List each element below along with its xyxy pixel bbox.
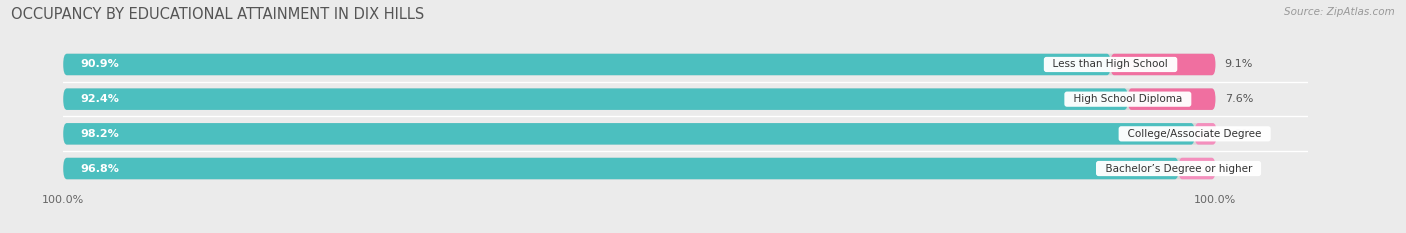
- FancyBboxPatch shape: [1128, 88, 1215, 110]
- FancyBboxPatch shape: [63, 54, 1111, 75]
- Text: 90.9%: 90.9%: [80, 59, 120, 69]
- Text: Bachelor’s Degree or higher: Bachelor’s Degree or higher: [1098, 164, 1258, 174]
- Text: OCCUPANCY BY EDUCATIONAL ATTAINMENT IN DIX HILLS: OCCUPANCY BY EDUCATIONAL ATTAINMENT IN D…: [11, 7, 425, 22]
- Text: Source: ZipAtlas.com: Source: ZipAtlas.com: [1284, 7, 1395, 17]
- FancyBboxPatch shape: [1111, 54, 1215, 75]
- FancyBboxPatch shape: [63, 158, 1178, 179]
- Text: 98.2%: 98.2%: [80, 129, 120, 139]
- FancyBboxPatch shape: [63, 123, 1195, 145]
- Text: Less than High School: Less than High School: [1046, 59, 1174, 69]
- FancyBboxPatch shape: [1195, 123, 1216, 145]
- FancyBboxPatch shape: [63, 88, 1215, 110]
- Text: College/Associate Degree: College/Associate Degree: [1121, 129, 1268, 139]
- Text: High School Diploma: High School Diploma: [1067, 94, 1188, 104]
- Text: 3.2%: 3.2%: [1225, 164, 1253, 174]
- FancyBboxPatch shape: [63, 123, 1215, 145]
- Text: 1.9%: 1.9%: [1225, 129, 1253, 139]
- FancyBboxPatch shape: [63, 54, 1215, 75]
- Text: 92.4%: 92.4%: [80, 94, 120, 104]
- FancyBboxPatch shape: [63, 88, 1128, 110]
- FancyBboxPatch shape: [1178, 158, 1215, 179]
- FancyBboxPatch shape: [63, 158, 1215, 179]
- Text: 7.6%: 7.6%: [1225, 94, 1253, 104]
- Text: 96.8%: 96.8%: [80, 164, 120, 174]
- Text: 9.1%: 9.1%: [1225, 59, 1253, 69]
